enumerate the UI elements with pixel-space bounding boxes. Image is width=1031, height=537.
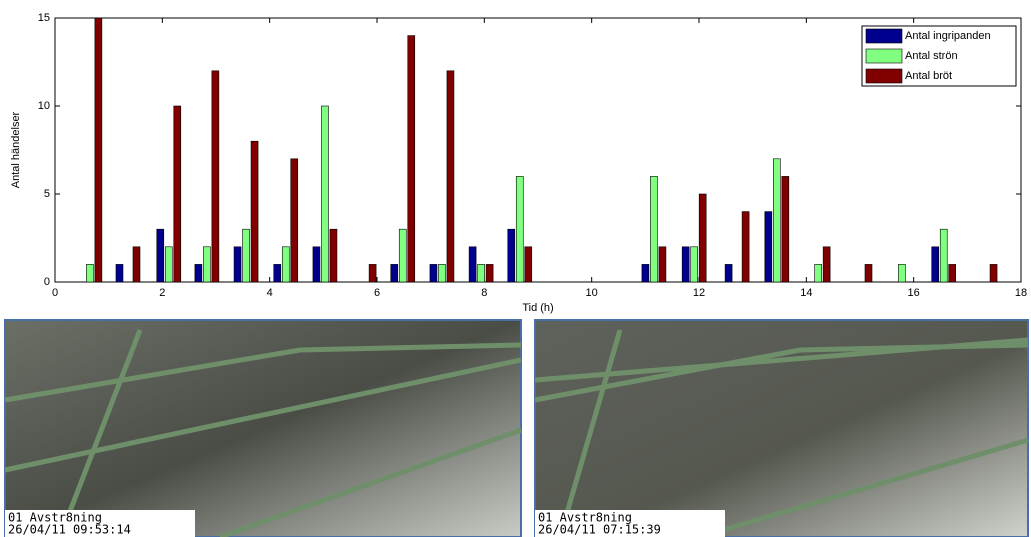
- bar: [203, 247, 210, 282]
- y-axis-label: Antal händelser: [10, 111, 22, 188]
- y-tick-label: 15: [38, 12, 50, 24]
- bar: [408, 36, 415, 282]
- bar: [86, 264, 93, 282]
- bar: [642, 264, 649, 282]
- x-tick-label: 2: [159, 287, 165, 299]
- legend-label: Antal bröt: [905, 70, 952, 82]
- x-tick-label: 0: [52, 287, 58, 299]
- bar: [478, 264, 485, 282]
- camera-frame: 01 Avstr8ning 26/04/11 09:53:14: [5, 320, 521, 537]
- bar: [234, 247, 241, 282]
- bar: [659, 247, 666, 282]
- bar: [95, 18, 102, 282]
- bar: [174, 106, 181, 282]
- bar: [898, 264, 905, 282]
- bar: [274, 264, 281, 282]
- bar: [990, 264, 997, 282]
- bar: [399, 229, 406, 282]
- bar: [486, 264, 493, 282]
- bar: [116, 264, 123, 282]
- bar: [650, 176, 657, 282]
- caption: 26/04/11 07:15:39: [538, 523, 661, 537]
- x-tick-label: 6: [374, 287, 380, 299]
- bar: [865, 264, 872, 282]
- bar: [133, 247, 140, 282]
- x-tick-label: 8: [481, 287, 487, 299]
- bar: [330, 229, 337, 282]
- bar: [823, 247, 830, 282]
- legend-swatch: [866, 69, 902, 83]
- bar: [165, 247, 172, 282]
- bar: [516, 176, 523, 282]
- bar: [469, 247, 476, 282]
- bar: [940, 229, 947, 282]
- bar: [508, 229, 515, 282]
- page: Tid (h) Antal händelser 01 Avstr8ning 26…: [0, 0, 1031, 537]
- bar: [212, 71, 219, 282]
- bar: [243, 229, 250, 282]
- y-tick-label: 10: [38, 100, 50, 112]
- bar: [932, 247, 939, 282]
- bar: [430, 264, 437, 282]
- bar: [251, 141, 258, 282]
- legend-label: Antal strön: [905, 50, 958, 62]
- bar: [447, 71, 454, 282]
- bar: [525, 247, 532, 282]
- x-tick-label: 16: [908, 287, 920, 299]
- y-tick-label: 0: [44, 276, 50, 288]
- bar: [742, 212, 749, 282]
- bar: [157, 229, 164, 282]
- bar: [195, 264, 202, 282]
- legend-label: Antal ingripanden: [905, 30, 991, 42]
- x-tick-label: 14: [800, 287, 812, 299]
- bar: [782, 176, 789, 282]
- x-tick-label: 10: [586, 287, 598, 299]
- bar: [682, 247, 689, 282]
- bar: [369, 264, 376, 282]
- y-tick-label: 5: [44, 188, 50, 200]
- bar: [725, 264, 732, 282]
- bar: [699, 194, 706, 282]
- bar: [691, 247, 698, 282]
- x-axis-label: Tid (h): [522, 302, 553, 314]
- bar: [815, 264, 822, 282]
- x-tick-label: 12: [693, 287, 705, 299]
- caption: 26/04/11 09:53:14: [8, 523, 131, 537]
- bar: [313, 247, 320, 282]
- bar: [773, 159, 780, 282]
- bar: [391, 264, 398, 282]
- x-tick-label: 18: [1015, 287, 1027, 299]
- bar: [321, 106, 328, 282]
- bar: [949, 264, 956, 282]
- legend-swatch: [866, 29, 902, 43]
- legend-swatch: [866, 49, 902, 63]
- camera-frame: 01 Avstr8ning 26/04/11 07:15:39: [535, 320, 1028, 537]
- bar: [438, 264, 445, 282]
- bar: [291, 159, 298, 282]
- x-tick-label: 4: [267, 287, 273, 299]
- bar: [282, 247, 289, 282]
- bar: [765, 212, 772, 282]
- figure: Tid (h) Antal händelser 01 Avstr8ning 26…: [0, 0, 1031, 537]
- photo: [5, 320, 521, 537]
